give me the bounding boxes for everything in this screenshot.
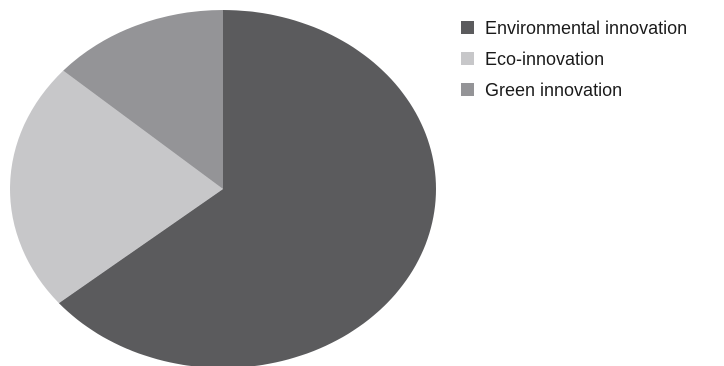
legend-label: Environmental innovation bbox=[485, 17, 688, 38]
legend-item: Environmental innovation bbox=[461, 12, 687, 43]
legend-label: Eco-innovation bbox=[485, 48, 605, 69]
legend: Environmental innovation Eco-innovation Gr… bbox=[461, 12, 687, 105]
pie-slice-eco-innovation bbox=[10, 70, 224, 304]
legend-swatch bbox=[461, 52, 474, 65]
legend-swatch bbox=[461, 21, 474, 34]
legend-swatch bbox=[461, 83, 474, 96]
legend-label: Green innovation bbox=[485, 79, 623, 100]
pie-slice-environmental-innovation bbox=[58, 10, 436, 366]
pie-slice-green-innovation bbox=[63, 10, 224, 189]
pie-plot bbox=[10, 10, 436, 366]
legend-item: Eco-innovation bbox=[461, 43, 687, 74]
legend-item: Green innovation bbox=[461, 74, 687, 105]
